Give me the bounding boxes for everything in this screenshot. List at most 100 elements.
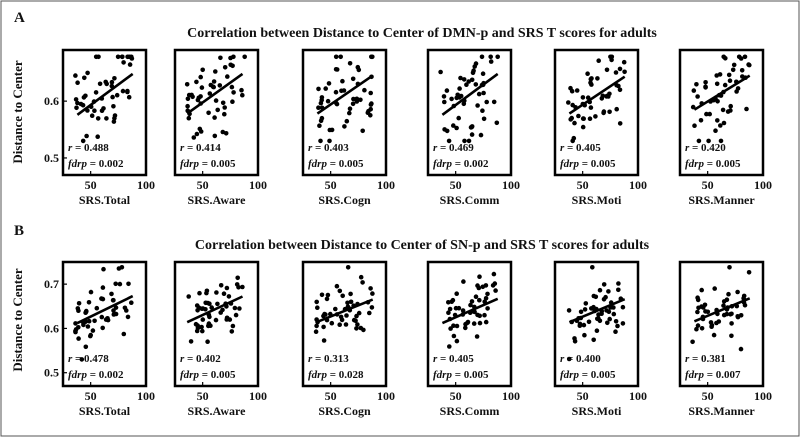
data-point <box>205 300 211 306</box>
data-point <box>615 323 620 329</box>
r-value: = 0.402 <box>184 353 221 365</box>
data-point <box>211 79 217 84</box>
data-point <box>721 54 726 60</box>
data-point <box>580 124 586 130</box>
fdrp-symbol: fdrp <box>685 369 704 381</box>
data-point <box>444 88 450 93</box>
fit-line <box>568 75 626 115</box>
r-value: = 0.381 <box>689 353 726 365</box>
x-tick-label: 100 <box>629 178 647 192</box>
data-point <box>215 107 220 113</box>
data-point <box>365 110 371 115</box>
data-point <box>215 301 220 307</box>
data-point <box>491 99 497 105</box>
data-point <box>729 311 734 317</box>
fit-line <box>76 72 134 116</box>
axes-box <box>426 48 513 177</box>
data-point <box>442 127 447 132</box>
subplot-a-5: r = 0.405 fdrp = 0.005 50 100 SRS.Moti <box>553 48 647 207</box>
data-point <box>715 118 720 123</box>
data-point <box>317 123 322 128</box>
data-point <box>345 300 350 306</box>
r-symbol: r <box>68 142 73 154</box>
data-point <box>572 336 577 341</box>
panel-a-letter: A <box>14 10 25 26</box>
data-point <box>370 291 375 296</box>
x-axis-label: SRS.Aware <box>188 193 247 207</box>
data-point <box>715 99 720 104</box>
r-stat: r = 0.381 <box>685 353 726 365</box>
data-point <box>451 323 456 329</box>
data-point <box>729 333 734 339</box>
data-point <box>454 323 460 329</box>
x-axis-label: SRS.Comm <box>440 193 500 207</box>
data-point <box>95 116 101 121</box>
data-point <box>594 328 600 334</box>
data-point <box>457 86 462 91</box>
data-point <box>369 54 374 60</box>
fdrp-value: = 0.002 <box>452 158 489 170</box>
data-point <box>604 67 610 73</box>
data-point <box>329 320 335 326</box>
fdrp-symbol: fdrp <box>68 369 87 381</box>
axes-box <box>553 48 640 177</box>
data-point <box>218 55 223 61</box>
y-tick-label: 0.5 <box>44 151 59 165</box>
data-point <box>596 312 601 317</box>
data-point <box>742 302 748 308</box>
data-point <box>207 91 213 96</box>
data-point <box>112 76 117 81</box>
data-point <box>473 82 479 87</box>
data-point <box>73 97 79 102</box>
data-point <box>342 124 347 129</box>
data-point <box>120 88 126 94</box>
data-point <box>333 89 339 95</box>
r-value: = 0.400 <box>564 353 601 365</box>
data-point <box>100 285 106 290</box>
data-point <box>105 317 111 323</box>
data-point <box>208 323 213 329</box>
data-point <box>129 56 135 61</box>
data-point <box>480 71 486 76</box>
data-point <box>199 85 205 90</box>
r-value: = 0.414 <box>184 142 221 154</box>
data-point <box>212 115 217 120</box>
fdrp-stat: fdrp = 0.005 <box>180 158 236 170</box>
data-point <box>597 287 603 293</box>
data-point <box>100 325 105 331</box>
data-point <box>583 301 589 306</box>
data-point <box>742 54 748 60</box>
data-point <box>228 62 233 68</box>
fdrp-stat: fdrp = 0.005 <box>685 158 741 170</box>
data-point <box>224 317 229 322</box>
data-point <box>739 68 745 73</box>
data-point <box>469 299 475 304</box>
data-point <box>88 289 94 295</box>
y-tick-label: 0.7 <box>44 277 59 291</box>
data-point <box>738 346 744 352</box>
data-point <box>712 286 717 291</box>
data-point <box>461 101 467 107</box>
data-point <box>588 76 594 82</box>
axes-box <box>61 48 148 177</box>
data-point <box>580 95 586 100</box>
data-point <box>566 100 571 105</box>
data-point <box>476 91 482 97</box>
fdrp-stat: fdrp = 0.002 <box>68 158 124 170</box>
data-point <box>340 293 346 299</box>
fdrp-value: = 0.005 <box>327 158 364 170</box>
data-point <box>125 54 130 60</box>
x-axis-label: SRS.Moti <box>572 193 622 207</box>
data-point <box>468 302 473 308</box>
data-point <box>471 321 477 326</box>
data-point <box>86 318 92 324</box>
r-stat: r = 0.488 <box>68 142 109 154</box>
data-point <box>580 116 586 121</box>
data-point <box>589 82 594 87</box>
data-point <box>94 305 100 311</box>
data-point <box>694 82 699 87</box>
data-point <box>728 103 733 109</box>
data-point <box>324 296 330 302</box>
